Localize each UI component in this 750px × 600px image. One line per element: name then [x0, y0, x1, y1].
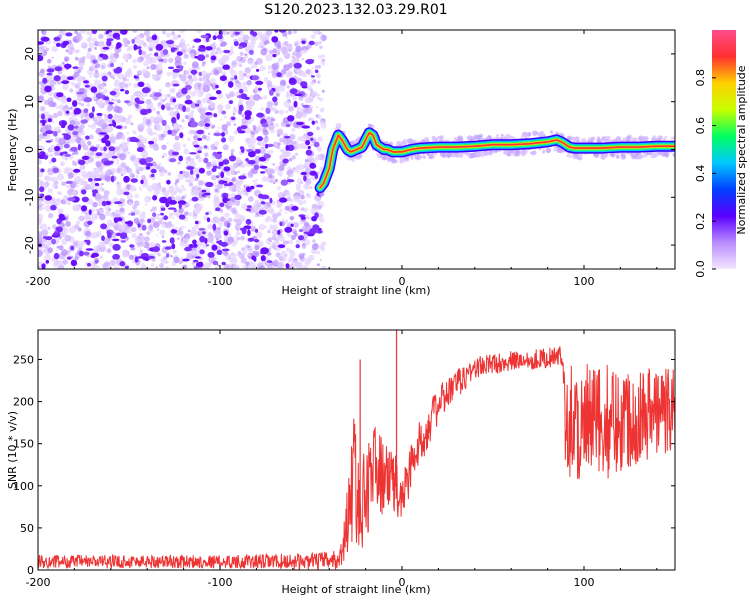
bottom-y-tick-label: 0	[27, 564, 34, 577]
colorbar-tick-label: 0.0	[694, 260, 707, 278]
bottom-x-axis-label: Height of straight line (km)	[281, 583, 430, 596]
top-y-tick-label: -10	[23, 188, 36, 206]
top-y-axis-label: Frequency (Hz)	[6, 109, 19, 192]
noise-speckle	[38, 30, 327, 269]
bottom-y-tick-label: 150	[13, 438, 34, 451]
bottom-y-axis-label: SNR (10 * v/v)	[6, 411, 19, 489]
snr-panel: -200 -100 0 100 0 50 100 150 200 250 Height of st…	[6, 329, 676, 596]
top-y-tick-label: 20	[23, 47, 36, 61]
top-x-tick-label: -200	[26, 275, 51, 288]
bottom-x-tick-label: 0	[399, 576, 406, 589]
top-x-tick-label: 0	[399, 275, 406, 288]
chart-title: S120.2023.132.03.29.R01	[264, 2, 447, 18]
top-x-tick-label: 100	[574, 275, 595, 288]
bottom-y-tick-label: 50	[20, 522, 34, 535]
top-x-tick-label: -100	[208, 275, 233, 288]
colorbar-tick-label: 0.4	[694, 165, 707, 183]
bottom-x-tick-label: 100	[574, 576, 595, 589]
bottom-x-tick-label: -100	[208, 576, 233, 589]
snr-series-line	[38, 346, 675, 570]
colorbar-gradient	[712, 30, 736, 269]
bottom-y-tick-label: 200	[13, 396, 34, 409]
top-y-tick-label: 0	[23, 146, 36, 153]
colorbar-tick-label: 0.6	[694, 117, 707, 135]
colorbar-tick-label: 0.2	[694, 212, 707, 230]
top-y-tick-label: -20	[23, 236, 36, 254]
top-x-axis-label: Height of straight line (km)	[281, 284, 430, 297]
colorbar-label: Normalized spectral amplitude	[735, 65, 748, 234]
bottom-x-tick-label: -200	[26, 576, 51, 589]
top-y-tick-label: 10	[23, 95, 36, 109]
colorbar-tick-label: 0.8	[694, 69, 707, 87]
ridge-band-red	[319, 132, 675, 189]
bottom-y-tick-label: 100	[13, 480, 34, 493]
colorbar: 0.0 0.2 0.4 0.6 0.8 Normalized spectral ampl…	[694, 30, 748, 278]
bottom-y-tick-label: 250	[13, 353, 34, 366]
